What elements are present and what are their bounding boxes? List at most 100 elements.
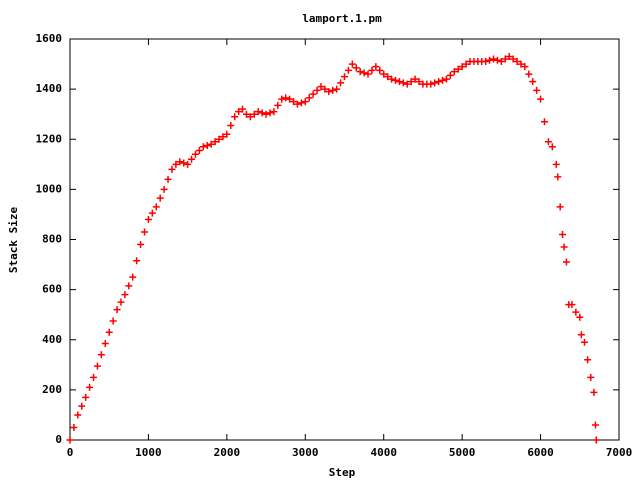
y-tick-label: 800 — [42, 233, 62, 246]
point — [513, 58, 521, 66]
point — [562, 258, 570, 266]
point — [105, 328, 113, 336]
point — [388, 75, 396, 83]
point — [497, 58, 505, 66]
point — [207, 140, 215, 148]
point — [231, 113, 239, 121]
point — [137, 241, 145, 249]
point — [537, 95, 545, 103]
point — [293, 100, 301, 108]
point — [93, 362, 101, 370]
point — [117, 298, 125, 306]
point — [235, 108, 243, 116]
point — [376, 66, 384, 74]
point — [148, 209, 156, 217]
point — [391, 76, 399, 84]
point — [360, 69, 368, 77]
point — [501, 55, 509, 63]
point — [529, 78, 537, 86]
x-tick-label: 5000 — [449, 446, 476, 459]
point — [559, 230, 567, 238]
point — [458, 63, 466, 71]
point — [544, 138, 552, 146]
point — [415, 78, 423, 86]
y-tick-label: 200 — [42, 383, 62, 396]
point — [121, 291, 129, 299]
x-tick-label: 4000 — [370, 446, 397, 459]
point — [242, 110, 250, 118]
point — [188, 155, 196, 163]
point — [191, 150, 199, 158]
point — [246, 113, 254, 121]
point — [407, 78, 415, 86]
point — [580, 338, 588, 346]
x-tick-label: 6000 — [527, 446, 554, 459]
point — [517, 60, 525, 68]
x-tick-label: 1000 — [135, 446, 162, 459]
point — [590, 388, 598, 396]
point — [101, 340, 109, 348]
point — [97, 351, 105, 359]
point — [286, 95, 294, 103]
point — [70, 423, 78, 431]
point — [356, 68, 364, 76]
point — [395, 78, 403, 86]
point — [90, 373, 98, 381]
point — [577, 331, 585, 339]
point — [219, 133, 227, 141]
point — [109, 317, 117, 325]
point — [317, 83, 325, 91]
point — [337, 79, 345, 87]
point — [129, 273, 137, 281]
point — [509, 55, 517, 63]
point — [125, 282, 133, 290]
point — [439, 76, 447, 84]
point — [462, 60, 470, 68]
point — [325, 88, 333, 96]
chart-title: lamport.1.pm — [302, 12, 382, 25]
point — [333, 85, 341, 93]
point — [113, 306, 121, 314]
point — [372, 63, 380, 71]
point — [431, 79, 439, 87]
point — [587, 373, 595, 381]
point — [172, 160, 180, 168]
point — [254, 108, 262, 116]
point — [521, 63, 529, 71]
point — [533, 86, 541, 94]
point — [262, 110, 270, 118]
point — [364, 70, 372, 78]
x-tick-label: 0 — [67, 446, 74, 459]
point — [454, 65, 462, 73]
y-tick-label: 600 — [42, 283, 62, 296]
point — [270, 108, 278, 116]
point — [313, 86, 321, 94]
point — [486, 56, 494, 64]
point — [74, 411, 82, 419]
point — [568, 301, 576, 309]
plot-frame — [69, 38, 620, 441]
point — [525, 70, 533, 78]
point — [403, 80, 411, 88]
point — [215, 135, 223, 143]
point — [144, 215, 152, 223]
point — [490, 55, 498, 63]
point — [584, 356, 592, 364]
point — [82, 393, 90, 401]
point — [442, 75, 450, 83]
point — [505, 53, 513, 61]
point — [540, 118, 548, 126]
point — [344, 66, 352, 74]
y-tick-label: 0 — [55, 433, 62, 446]
point — [86, 383, 94, 391]
point — [282, 94, 290, 102]
y-tick-label: 1000 — [36, 182, 63, 195]
y-tick-label: 400 — [42, 333, 62, 346]
point — [78, 402, 86, 410]
point — [290, 98, 298, 106]
point — [576, 313, 584, 321]
point — [180, 159, 188, 167]
point — [274, 101, 282, 109]
point — [152, 203, 160, 211]
